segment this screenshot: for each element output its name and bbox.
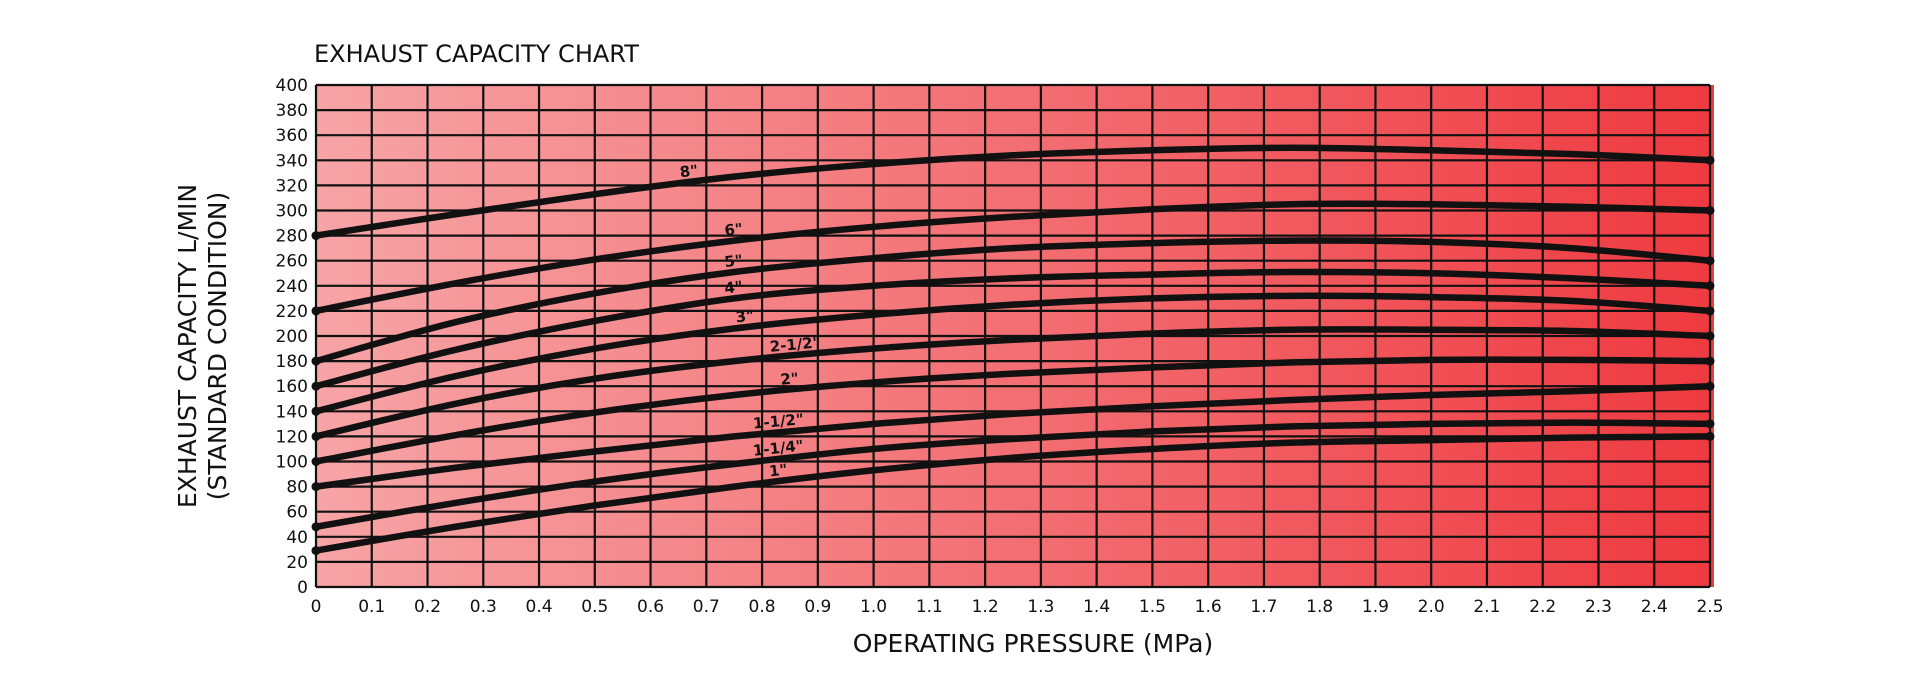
series-start-point xyxy=(311,482,321,492)
series-end-point xyxy=(1705,331,1715,341)
series-line xyxy=(312,326,1714,440)
y-tick-label: 380 xyxy=(276,101,308,121)
y-tick-label: 100 xyxy=(276,453,308,473)
y-tick-label: 180 xyxy=(276,352,308,372)
y-tick-label: 220 xyxy=(276,302,308,322)
y-tick-label: 200 xyxy=(276,327,308,347)
series-label: 2-1/2" xyxy=(769,333,821,355)
y-axis-title-line-2: (STANDARD CONDITION) xyxy=(203,192,232,500)
x-tick-label: 2.4 xyxy=(1641,597,1668,617)
x-tick-label: 1.3 xyxy=(1027,597,1054,617)
x-tick-label: 2.5 xyxy=(1696,597,1723,617)
series-start-point xyxy=(311,522,321,532)
series-line xyxy=(312,356,1714,465)
series-line xyxy=(312,433,1714,554)
series-start-point xyxy=(311,406,321,416)
x-tick-label: 1.8 xyxy=(1306,597,1333,617)
series-end-point xyxy=(1705,356,1715,366)
series-end-point xyxy=(1705,381,1715,391)
x-tick-label: 1.1 xyxy=(916,597,943,617)
x-tick-label: 2.2 xyxy=(1529,597,1556,617)
x-axis-ticks: 0 0.1 0.2 0.3 0.4 0.5 0.6 0.7 0.8 0.9 1.0 1.1 1.2 1.3… xyxy=(311,597,1724,617)
x-tick-label: 0.2 xyxy=(414,597,441,617)
series-label: 1" xyxy=(768,460,788,480)
y-tick-label: 140 xyxy=(276,402,308,422)
y-axis-title: EXHAUST CAPACITY L/MIN (STANDARD CONDITI… xyxy=(173,184,232,508)
y-tick-label: 80 xyxy=(286,478,308,498)
x-tick-label: 1.4 xyxy=(1083,597,1110,617)
series-end-point xyxy=(1705,306,1715,316)
x-tick-label: 0.3 xyxy=(470,597,497,617)
series-end-point xyxy=(1705,431,1715,441)
x-tick-label: 0.5 xyxy=(581,597,608,617)
series-start-point xyxy=(311,546,321,556)
series-line xyxy=(312,144,1714,239)
y-tick-label: 120 xyxy=(276,427,308,447)
x-tick-label: 0.8 xyxy=(749,597,776,617)
x-tick-label: 0.7 xyxy=(693,597,720,617)
x-tick-label: 1.6 xyxy=(1195,597,1222,617)
x-axis-title: OPERATING PRESSURE (MPa) xyxy=(853,629,1213,658)
y-tick-label: 340 xyxy=(276,151,308,171)
x-tick-label: 2.1 xyxy=(1473,597,1500,617)
y-tick-label: 300 xyxy=(276,202,308,222)
series-start-point xyxy=(311,231,321,241)
y-tick-label: 260 xyxy=(276,252,308,272)
y-tick-label: 240 xyxy=(276,277,308,297)
series-end-point xyxy=(1705,419,1715,429)
series-start-point xyxy=(311,431,321,441)
series-line xyxy=(312,268,1714,390)
series-line xyxy=(312,419,1714,531)
x-tick-label: 0.6 xyxy=(637,597,664,617)
series-start-point xyxy=(311,457,321,466)
y-tick-label: 0 xyxy=(297,578,308,598)
series-end-point xyxy=(1705,256,1715,266)
x-tick-label: 1.7 xyxy=(1250,597,1277,617)
series-start-point xyxy=(311,381,321,391)
y-tick-label: 280 xyxy=(276,227,308,247)
x-tick-label: 0.1 xyxy=(358,597,385,617)
series-labels: 8" 6" 5" 4" 3" 2-1/2" 2" 1-1/2" 1-1/4"1" xyxy=(679,161,821,480)
y-tick-label: 40 xyxy=(286,528,308,548)
series-line xyxy=(312,200,1714,315)
series-label: 3" xyxy=(735,306,755,326)
x-tick-label: 1.9 xyxy=(1362,597,1389,617)
x-tick-label: 2.0 xyxy=(1418,597,1445,617)
y-tick-label: 60 xyxy=(286,503,308,523)
series-label: 6" xyxy=(724,220,744,240)
x-tick-label: 2.3 xyxy=(1585,597,1612,617)
y-axis-ticks: 0 20 40 60 80 100 120 140 160 180 200 220 240 260 280 3… xyxy=(276,76,308,598)
x-tick-label: 0.4 xyxy=(526,597,553,617)
series-end-point xyxy=(1705,206,1715,215)
series-line xyxy=(312,292,1714,415)
series-label: 1-1/4" xyxy=(752,437,804,460)
x-tick-label: 0 xyxy=(311,597,322,617)
series-start-point xyxy=(311,356,321,366)
series-label: 4" xyxy=(723,277,743,297)
series-label: 5" xyxy=(723,251,743,271)
series-label: 8" xyxy=(679,161,699,181)
series-end-point xyxy=(1705,155,1715,165)
series-label: 1-1/2" xyxy=(752,410,804,432)
y-tick-label: 400 xyxy=(276,76,308,96)
x-tick-label: 1.2 xyxy=(972,597,999,617)
chart-title: EXHAUST CAPACITY CHART xyxy=(314,40,639,68)
y-tick-label: 20 xyxy=(286,553,308,573)
series-line xyxy=(312,237,1714,365)
y-tick-label: 160 xyxy=(276,377,308,397)
series-curves xyxy=(311,144,1715,556)
series-start-point xyxy=(311,306,321,316)
y-axis-title-line-1: EXHAUST CAPACITY L/MIN xyxy=(173,184,202,508)
y-tick-label: 320 xyxy=(276,176,308,196)
y-tick-label: 360 xyxy=(276,126,308,146)
series-label: 2" xyxy=(780,369,800,389)
series-end-point xyxy=(1705,281,1715,291)
x-tick-label: 1.0 xyxy=(860,597,887,617)
x-tick-label: 0.9 xyxy=(804,597,831,617)
series-line xyxy=(312,382,1714,490)
x-tick-label: 1.5 xyxy=(1139,597,1166,617)
